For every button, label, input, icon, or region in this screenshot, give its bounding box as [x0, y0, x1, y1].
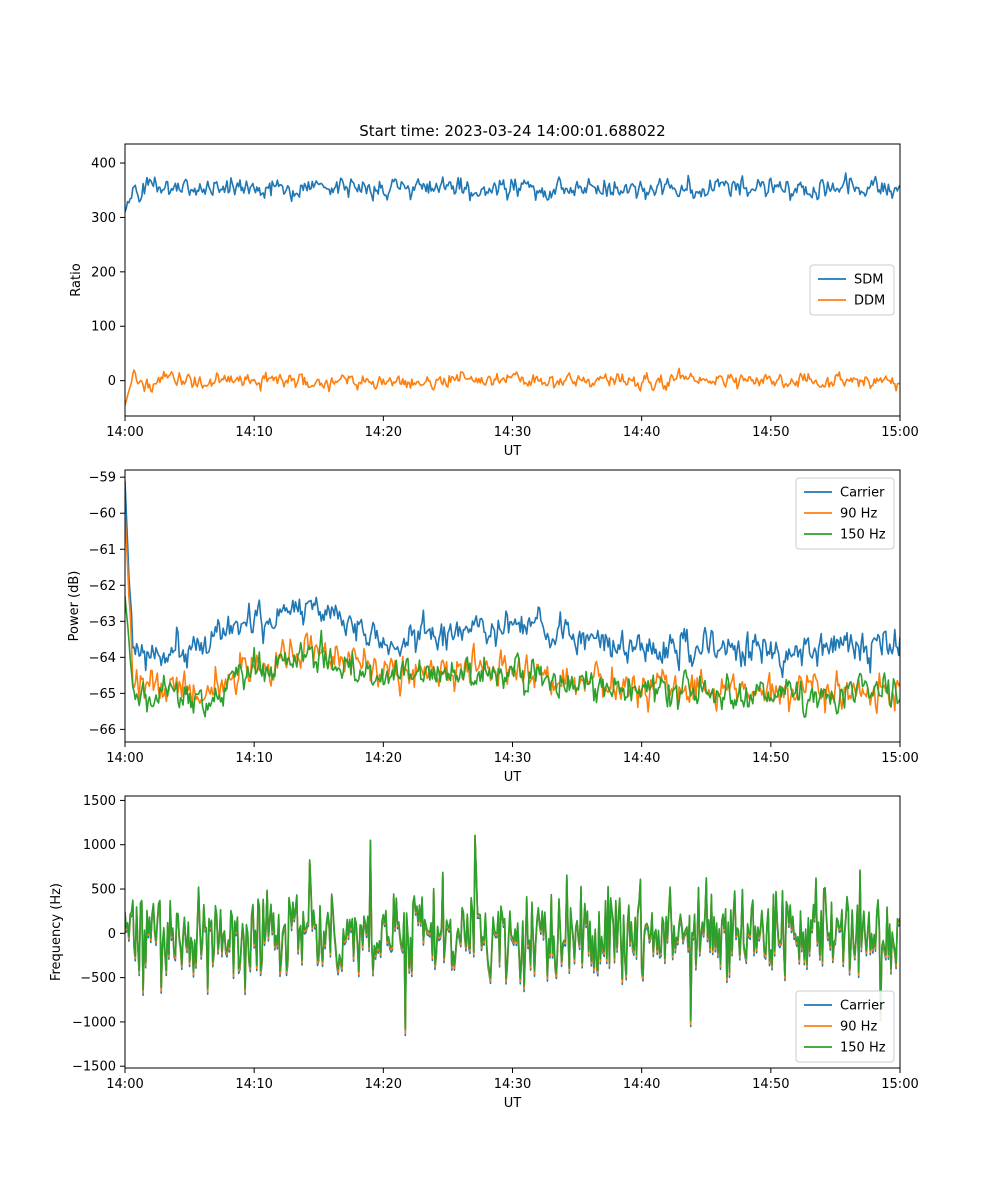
- series-line-150-hz: [125, 834, 900, 1030]
- y-tick-label: −60: [89, 507, 116, 522]
- legend-entry: 90 Hz: [840, 507, 877, 522]
- y-tick-label: −63: [89, 615, 116, 630]
- x-tick-label: 14:10: [235, 425, 272, 440]
- x-tick-label: 14:00: [106, 425, 143, 440]
- y-tick-label: 0: [108, 927, 116, 942]
- x-tick-label: 14:40: [623, 425, 660, 440]
- legend-entry: Carrier: [840, 999, 885, 1014]
- series-line-sdm: [125, 172, 900, 213]
- series-line-90-hz: [125, 513, 900, 715]
- y-axis-label: Power (dB): [67, 571, 82, 642]
- y-tick-label: −59: [89, 471, 116, 486]
- y-tick-label: −500: [80, 971, 116, 986]
- chart-panel-1: 14:00 14:10 14:20 14:30 14:40 14:50 15:00 0 100 2…: [69, 122, 919, 459]
- x-tick-label: 14:40: [623, 1077, 660, 1092]
- y-tick-label: −66: [89, 723, 116, 738]
- x-axis-label: UT: [504, 1096, 522, 1111]
- y-tick-label: −64: [89, 651, 116, 666]
- chart-panel-3: 14:00 14:10 14:20 14:30 14:40 14:50 15:00 −1500…: [49, 794, 919, 1111]
- x-tick-label: 14:00: [106, 1077, 143, 1092]
- legend-entry: Carrier: [840, 486, 885, 501]
- y-tick-label: −61: [89, 543, 116, 558]
- y-tick-label: −1500: [72, 1060, 116, 1075]
- y-tick-label: 100: [91, 320, 116, 335]
- legend-entry: DDM: [854, 294, 885, 309]
- y-tick-label: 400: [91, 157, 116, 172]
- x-axis-label: UT: [504, 770, 522, 785]
- x-tick-label: 14:50: [752, 1077, 789, 1092]
- y-tick-label: 500: [91, 883, 116, 898]
- x-tick-label: 14:20: [365, 751, 402, 766]
- x-tick-label: 14:30: [494, 751, 531, 766]
- y-tick-label: −65: [89, 687, 116, 702]
- x-tick-label: 14:00: [106, 751, 143, 766]
- x-tick-label: 14:50: [752, 751, 789, 766]
- y-tick-label: 300: [91, 211, 116, 226]
- x-tick-label: 15:00: [881, 1077, 918, 1092]
- x-tick-label: 14:30: [494, 425, 531, 440]
- y-tick-label: 1500: [83, 794, 116, 809]
- chart-title: Start time: 2023-03-24 14:00:01.688022: [359, 122, 665, 140]
- x-tick-label: 14:30: [494, 1077, 531, 1092]
- x-tick-label: 14:20: [365, 1077, 402, 1092]
- legend-entry: SDM: [854, 273, 883, 288]
- legend: SDM DDM: [809, 264, 895, 316]
- y-tick-label: 0: [108, 374, 116, 389]
- legend-box: [795, 990, 895, 1063]
- x-axis-label: UT: [504, 444, 522, 459]
- y-tick-label: 200: [91, 265, 116, 280]
- legend-box: [809, 264, 895, 316]
- legend-entry: 150 Hz: [840, 1041, 886, 1056]
- y-tick-label: 1000: [83, 838, 116, 853]
- series-line-150-hz: [125, 596, 900, 718]
- x-tick-label: 14:40: [623, 751, 660, 766]
- legend-entry: 90 Hz: [840, 1020, 877, 1035]
- chart-panel-2: 14:00 14:10 14:20 14:30 14:40 14:50 15:00 −66 −6…: [67, 469, 919, 785]
- series-line-carrier: [125, 480, 900, 679]
- y-axis-label: Frequency (Hz): [49, 883, 64, 981]
- x-tick-label: 14:10: [235, 751, 272, 766]
- y-axis-label: Ratio: [69, 263, 84, 296]
- y-tick-label: −62: [89, 579, 116, 594]
- legend-entry: 150 Hz: [840, 528, 886, 543]
- legend: Carrier 90 Hz 150 Hz: [795, 477, 895, 550]
- series-line-ddm: [125, 367, 900, 406]
- y-tick-label: −1000: [72, 1015, 116, 1030]
- x-tick-label: 14:50: [752, 425, 789, 440]
- x-tick-label: 15:00: [881, 425, 918, 440]
- x-tick-label: 15:00: [881, 751, 918, 766]
- legend-box: [795, 477, 895, 550]
- x-tick-label: 14:10: [235, 1077, 272, 1092]
- x-tick-label: 14:20: [365, 425, 402, 440]
- legend: Carrier 90 Hz 150 Hz: [795, 990, 895, 1063]
